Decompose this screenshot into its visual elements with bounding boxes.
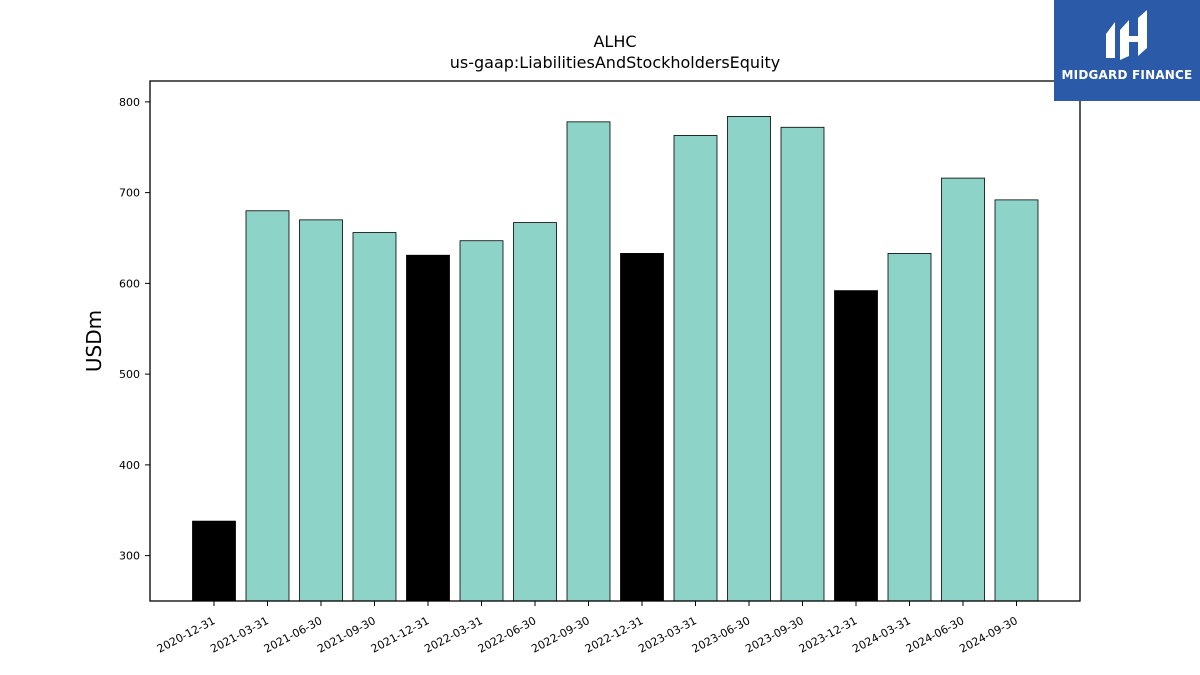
x-tick-label: 2021-03-31 xyxy=(208,614,271,655)
bar xyxy=(352,232,397,602)
bar xyxy=(834,290,878,602)
x-tick-label: 2022-03-31 xyxy=(422,614,485,655)
bar xyxy=(994,199,1039,602)
bar xyxy=(673,135,718,602)
bar xyxy=(299,219,343,602)
x-tick-label: 2020-12-31 xyxy=(155,614,218,655)
x-tick-label: 2021-06-30 xyxy=(262,614,325,655)
midgard-logo-icon xyxy=(1106,10,1147,60)
bar xyxy=(192,520,236,602)
bar xyxy=(620,253,664,602)
y-tick-label: 800 xyxy=(119,96,140,109)
bar xyxy=(513,222,557,602)
y-tick-label: 300 xyxy=(119,550,140,563)
bar xyxy=(941,177,985,602)
plot-frame xyxy=(149,80,1081,602)
bar xyxy=(727,115,771,602)
x-tick-label: 2022-09-30 xyxy=(529,614,592,655)
x-tick-label: 2023-03-31 xyxy=(636,614,699,655)
x-tick-label: 2023-12-31 xyxy=(797,614,860,655)
x-tick-label: 2024-06-30 xyxy=(904,614,967,655)
x-tick-label: 2024-09-30 xyxy=(957,614,1020,655)
x-tick-label: 2024-03-31 xyxy=(850,614,913,655)
x-tick-label: 2023-09-30 xyxy=(743,614,806,655)
y-tick-label: 700 xyxy=(119,187,140,200)
brand-logo: MIDGARD FINANCE xyxy=(1054,0,1200,101)
x-tick-label: 2023-06-30 xyxy=(690,614,753,655)
brand-name: MIDGARD FINANCE xyxy=(1061,68,1193,82)
bar xyxy=(887,253,932,602)
y-tick-label: 600 xyxy=(119,277,140,290)
bar xyxy=(245,210,290,602)
x-tick-label: 2022-12-31 xyxy=(583,614,646,655)
bar xyxy=(566,121,611,602)
chart-subtitle: us-gaap:LiabilitiesAndStockholdersEquity xyxy=(449,53,781,72)
bar xyxy=(459,240,504,602)
chart-title: ALHC xyxy=(593,32,637,51)
y-tick-label: 500 xyxy=(119,368,140,381)
bar xyxy=(406,254,450,602)
x-tick-label: 2021-12-31 xyxy=(369,614,432,655)
y-tick-label: 400 xyxy=(119,459,140,472)
x-tick-label: 2022-06-30 xyxy=(476,614,539,655)
y-axis-label: USDm xyxy=(82,310,106,372)
bar xyxy=(780,126,825,602)
x-tick-label: 2021-09-30 xyxy=(315,614,378,655)
